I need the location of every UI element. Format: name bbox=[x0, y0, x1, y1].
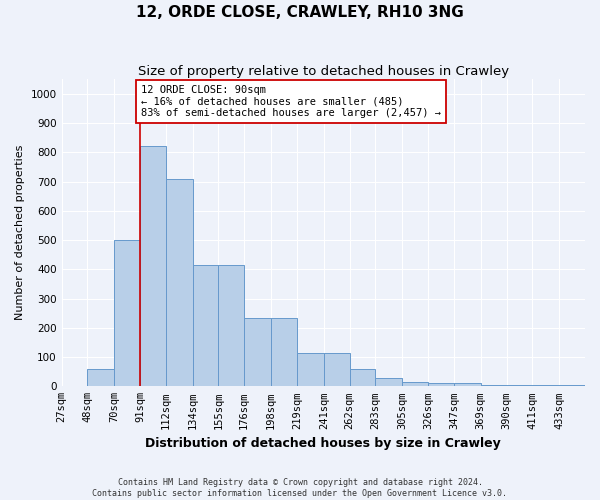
Title: Size of property relative to detached houses in Crawley: Size of property relative to detached ho… bbox=[138, 65, 509, 78]
Bar bbox=[114, 240, 140, 386]
Bar bbox=[428, 384, 454, 386]
Bar bbox=[350, 369, 376, 386]
Bar bbox=[324, 352, 350, 386]
Text: 12 ORDE CLOSE: 90sqm
← 16% of detached houses are smaller (485)
83% of semi-deta: 12 ORDE CLOSE: 90sqm ← 16% of detached h… bbox=[141, 85, 441, 118]
Bar bbox=[403, 382, 428, 386]
Bar bbox=[454, 384, 481, 386]
Bar bbox=[559, 385, 585, 386]
Text: Contains HM Land Registry data © Crown copyright and database right 2024.
Contai: Contains HM Land Registry data © Crown c… bbox=[92, 478, 508, 498]
Bar bbox=[481, 385, 506, 386]
Bar bbox=[297, 352, 324, 386]
Bar bbox=[166, 178, 193, 386]
Bar bbox=[376, 378, 403, 386]
Bar bbox=[244, 318, 271, 386]
Text: 12, ORDE CLOSE, CRAWLEY, RH10 3NG: 12, ORDE CLOSE, CRAWLEY, RH10 3NG bbox=[136, 5, 464, 20]
Bar bbox=[140, 146, 166, 386]
Bar bbox=[506, 385, 532, 386]
X-axis label: Distribution of detached houses by size in Crawley: Distribution of detached houses by size … bbox=[145, 437, 501, 450]
Bar bbox=[271, 318, 297, 386]
Bar bbox=[87, 369, 114, 386]
Y-axis label: Number of detached properties: Number of detached properties bbox=[15, 145, 25, 320]
Bar bbox=[193, 265, 218, 386]
Bar bbox=[532, 385, 559, 386]
Bar bbox=[218, 265, 244, 386]
